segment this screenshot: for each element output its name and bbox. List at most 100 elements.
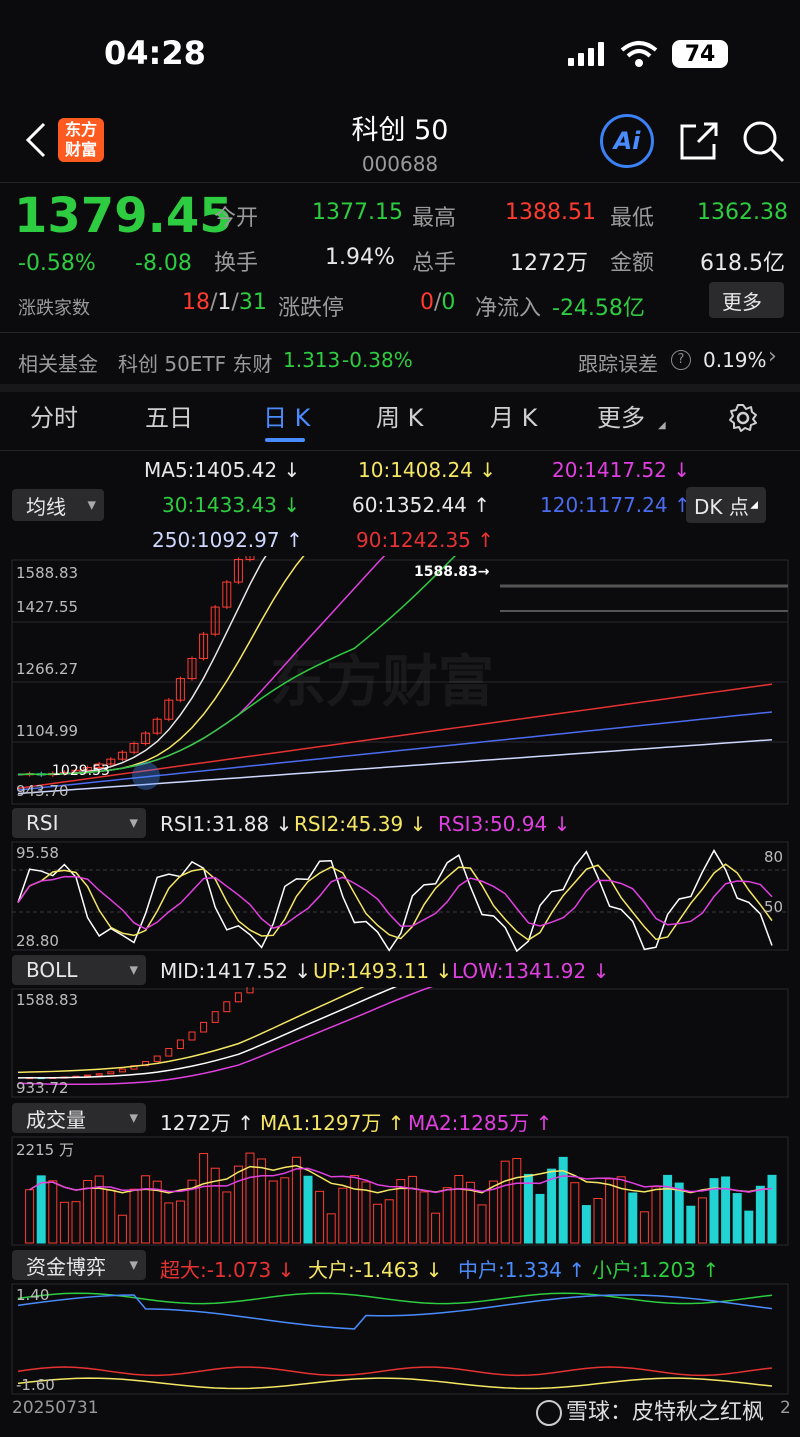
- volume-bar: [512, 1158, 522, 1244]
- kline-candle: [245, 556, 255, 561]
- flow-large: 大户:-1.463 ↓: [308, 1258, 443, 1282]
- tab-daily-k[interactable]: 日 K: [263, 404, 311, 432]
- limit-label: 涨跌停: [278, 296, 345, 321]
- volume-bar: [199, 1153, 209, 1244]
- low-value: 1362.38: [697, 200, 788, 225]
- volume-bar: [175, 1200, 185, 1244]
- signal-icon: [568, 42, 608, 68]
- fund-label: 相关基金: [18, 352, 98, 376]
- search-icon[interactable]: [740, 118, 786, 168]
- rsi-level-80: 80: [764, 848, 783, 866]
- volume-bar: [94, 1175, 104, 1244]
- volume-label: 总手: [412, 251, 457, 276]
- volume-bar: [129, 1188, 139, 1244]
- flow-chart[interactable]: 1.40 -1.60: [0, 1282, 800, 1396]
- volume-bar: [338, 1187, 348, 1244]
- dk-point-button[interactable]: DK 点 ◢: [686, 487, 766, 523]
- boll-selector[interactable]: BOLL ▼: [12, 955, 146, 985]
- volume-bar: [245, 1152, 255, 1244]
- flow-y-bottom: -1.60: [16, 1376, 55, 1394]
- track-label: 跟踪误差: [578, 352, 658, 376]
- tab-intraday[interactable]: 分时: [30, 404, 78, 432]
- boll-candle: [246, 987, 254, 994]
- volume-bar: [465, 1181, 475, 1244]
- high-value: 1388.51: [505, 200, 596, 225]
- dropdown-caret-icon: ▼: [87, 498, 96, 512]
- y-label-2: 1427.55: [16, 598, 78, 616]
- volume-bar: [616, 1176, 626, 1244]
- volume-bar: [500, 1160, 510, 1244]
- volume-bar: [639, 1211, 649, 1244]
- xueqiu-watermark: 雪球：皮特秋之红枫: [536, 1394, 764, 1426]
- volume-bar: [373, 1203, 383, 1244]
- volume-bar: [755, 1185, 765, 1244]
- tab-five-day[interactable]: 五日: [145, 404, 193, 432]
- volume-bar: [71, 1201, 81, 1244]
- share-icon[interactable]: [678, 120, 720, 166]
- ma60-value: 60:1352.44 ↑: [352, 493, 491, 517]
- volume-bar: [396, 1179, 406, 1244]
- high-label: 最高: [412, 206, 457, 231]
- boll-candle: [118, 1068, 126, 1073]
- limit-values: 0/0: [420, 290, 456, 315]
- volume-bar: [315, 1190, 325, 1244]
- fund-name[interactable]: 科创 50ETF 东财: [118, 352, 273, 376]
- volume-chart[interactable]: 2215 万: [0, 1135, 800, 1247]
- volume-bar: [663, 1174, 673, 1244]
- rsi2-value: RSI2:45.39 ↓: [294, 812, 427, 836]
- tab-more[interactable]: 更多: [597, 404, 645, 432]
- rsi1-value: RSI1:31.88 ↓: [160, 812, 293, 836]
- volume-bar: [164, 1202, 174, 1244]
- volume-selector-label: 成交量: [26, 1107, 86, 1132]
- volume-selector[interactable]: 成交量 ▼: [12, 1103, 146, 1133]
- battery-icon: 74: [672, 40, 728, 68]
- volume-bar: [721, 1176, 731, 1244]
- active-tab-indicator: [265, 438, 305, 442]
- back-button[interactable]: [24, 122, 48, 162]
- turnover-label: 换手: [214, 251, 259, 276]
- flow-selector[interactable]: 资金博弈 ▼: [12, 1250, 146, 1280]
- volume-bar: [106, 1189, 116, 1244]
- ma30-value: 30:1433.43 ↓: [162, 493, 301, 517]
- volume-bar: [431, 1212, 441, 1244]
- volume-bar: [25, 1189, 35, 1244]
- boll-chart[interactable]: 1588.83 933.72: [0, 987, 800, 1099]
- rsi-selector[interactable]: RSI ▼: [12, 808, 146, 838]
- fund-pct: -0.38%: [342, 348, 413, 372]
- limit-down: 0: [441, 290, 456, 315]
- tab-monthly-k[interactable]: 月 K: [490, 404, 538, 432]
- low-label: 最低: [610, 206, 655, 231]
- status-time: 04:28: [104, 34, 206, 72]
- ma120-value: 120:1177.24 ↑: [540, 493, 691, 517]
- more-button[interactable]: 更多: [709, 282, 784, 318]
- kline-chart[interactable]: 东方财富 1588.83 1427.55 1266.27 1104.99 943…: [0, 556, 800, 806]
- kline-candle: [199, 633, 209, 659]
- ma-selector[interactable]: 均线 ▼: [12, 489, 104, 521]
- volume-ma2: MA2:1285万 ↑: [408, 1111, 553, 1135]
- settings-gear-icon[interactable]: [727, 402, 759, 438]
- volume-bar: [268, 1180, 278, 1244]
- breadth-values: 18/1/31: [182, 290, 267, 315]
- help-icon[interactable]: ?: [671, 350, 691, 370]
- kline-candle: [175, 678, 185, 701]
- chevron-right-icon[interactable]: ›: [768, 344, 777, 369]
- volume-bar: [117, 1214, 127, 1244]
- limit-up: 0: [420, 290, 434, 315]
- flow-small: 小户:1.203 ↑: [592, 1258, 720, 1282]
- volume-bar: [83, 1179, 93, 1244]
- kline-candle: [187, 657, 197, 680]
- volume-bar: [547, 1168, 557, 1244]
- max-marker: 1588.83→: [414, 564, 490, 580]
- boll-candle: [165, 1047, 173, 1057]
- rsi-chart[interactable]: 95.58 28.80 80 50: [0, 840, 800, 952]
- tab-weekly-k[interactable]: 周 K: [376, 404, 424, 432]
- dk-point-label: DK 点: [694, 494, 749, 519]
- flow-y-top: 1.40: [16, 1286, 49, 1304]
- more-label: 更多: [722, 289, 762, 314]
- volume-value: 1272万: [510, 251, 588, 276]
- boll-candle: [176, 1039, 184, 1049]
- volume-bar: [291, 1156, 301, 1244]
- ai-button[interactable]: Ai: [600, 114, 654, 168]
- netflow-label: 净流入: [475, 296, 542, 321]
- ma5-value: MA5:1405.42 ↓: [144, 458, 301, 482]
